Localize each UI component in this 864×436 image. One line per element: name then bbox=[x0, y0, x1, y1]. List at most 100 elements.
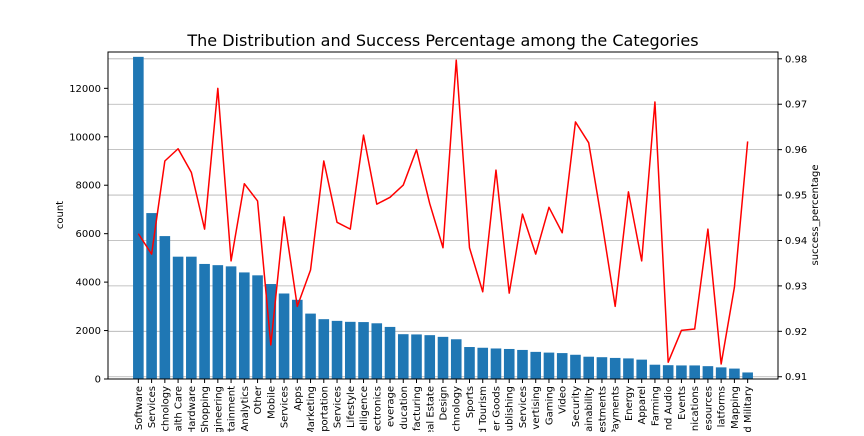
bar bbox=[702, 366, 714, 379]
success-line bbox=[137, 59, 749, 365]
x-tick-label: facturing bbox=[412, 386, 423, 431]
x-tick-label: nications bbox=[690, 386, 701, 431]
x-tick-label: chnology bbox=[160, 386, 171, 432]
x-tick-label: d Tourism bbox=[478, 386, 489, 432]
bar bbox=[305, 313, 316, 379]
y-tick-label-left: 12000 bbox=[69, 84, 101, 95]
bar bbox=[291, 299, 303, 379]
x-tick-label: Services bbox=[280, 386, 291, 428]
bar bbox=[715, 367, 727, 379]
x-tick-label: ectronics bbox=[372, 386, 383, 431]
bar bbox=[278, 293, 290, 379]
bar bbox=[159, 236, 171, 379]
x-tick-label: d Military bbox=[743, 386, 754, 432]
y-tick-label-left: 0 bbox=[95, 375, 101, 386]
x-tick-label: Software bbox=[134, 386, 145, 430]
right-axis: 0.91 0.92 0.93 0.94 0.95 0.96 0.97 0.98 bbox=[778, 54, 807, 383]
bar bbox=[371, 323, 383, 379]
x-tick-label: Services bbox=[333, 386, 344, 428]
bar bbox=[252, 275, 263, 379]
x-tick-label: Gaming bbox=[544, 386, 555, 425]
bar bbox=[689, 365, 700, 379]
y-tick-label-right: 0.93 bbox=[785, 281, 807, 292]
y-tick-label-right: 0.91 bbox=[785, 372, 807, 383]
x-tick-label: rtainment bbox=[227, 386, 238, 432]
bar bbox=[186, 256, 197, 379]
x-tick-label: Lifestyle bbox=[346, 386, 357, 428]
bar bbox=[358, 322, 369, 379]
y-axis-label-left: count bbox=[55, 201, 66, 229]
x-tick-label: ngineering bbox=[213, 386, 224, 432]
y-tick-label-left: 2000 bbox=[76, 326, 101, 337]
x-tick-label: Analytics bbox=[240, 386, 251, 431]
bar bbox=[662, 365, 674, 379]
x-tick-label: er Goods bbox=[491, 386, 502, 431]
bar bbox=[318, 319, 330, 379]
bar bbox=[649, 364, 661, 379]
x-tick-label: Marketing bbox=[306, 386, 317, 432]
bar bbox=[570, 354, 581, 379]
x-tick-label: Mapping bbox=[730, 386, 741, 429]
x-tick-label: Services bbox=[518, 386, 529, 428]
y-tick-label-right: 0.94 bbox=[785, 236, 807, 247]
x-tick-label: ainability bbox=[584, 386, 595, 432]
bar bbox=[490, 348, 502, 379]
bar bbox=[199, 263, 210, 379]
x-tick-label: vertising bbox=[531, 386, 542, 430]
x-tick-label: everage bbox=[386, 386, 397, 427]
x-tick-label: Apparel bbox=[637, 386, 648, 425]
bar bbox=[623, 358, 634, 379]
bar bbox=[397, 334, 409, 379]
bar bbox=[609, 357, 621, 379]
bar bbox=[742, 372, 753, 379]
bar bbox=[265, 284, 277, 379]
left-axis: 0 2000 4000 6000 8000 10000 12000 bbox=[69, 84, 108, 386]
bar bbox=[596, 357, 608, 379]
bar bbox=[450, 339, 462, 379]
bar bbox=[676, 365, 687, 379]
x-tick-label: ducation bbox=[399, 386, 410, 429]
x-tick-label: Events bbox=[677, 386, 688, 420]
x-tick-label: esources bbox=[703, 386, 714, 431]
bar bbox=[212, 265, 224, 379]
x-tick-label: estments bbox=[597, 386, 608, 432]
bar bbox=[437, 336, 449, 379]
x-tick-label: Mobile bbox=[266, 386, 277, 419]
bar bbox=[146, 213, 157, 379]
bar bbox=[556, 353, 568, 379]
chart-title: The Distribution and Success Percentage … bbox=[186, 31, 698, 50]
bar bbox=[583, 356, 595, 379]
line-layer bbox=[137, 59, 749, 365]
bar bbox=[172, 256, 184, 379]
x-tick-label: Other bbox=[253, 385, 264, 414]
bar bbox=[636, 359, 647, 379]
bar bbox=[503, 348, 515, 379]
x-tick-label: ublishing bbox=[505, 386, 516, 431]
y-tick-label-left: 6000 bbox=[76, 229, 101, 240]
x-tick-label: Security bbox=[571, 386, 582, 427]
bar bbox=[344, 321, 356, 379]
bar bbox=[384, 326, 396, 379]
x-tick-label: elligence bbox=[359, 386, 370, 431]
x-tick-label: Farming bbox=[650, 386, 661, 426]
bar bbox=[424, 335, 436, 379]
y-tick-label-right: 0.92 bbox=[785, 327, 807, 338]
bar bbox=[331, 320, 343, 379]
x-tick-label: Payments bbox=[611, 386, 622, 432]
bar bbox=[464, 347, 475, 379]
x-tick-label: latforms bbox=[717, 386, 728, 427]
x-tick-label: chnology bbox=[452, 386, 463, 432]
x-tick-label: Apps bbox=[293, 386, 304, 411]
x-tick-label: Design bbox=[439, 386, 450, 421]
y-tick-label-right: 0.96 bbox=[785, 145, 807, 156]
bar bbox=[225, 266, 237, 379]
x-tick-label: eal Estate bbox=[425, 386, 436, 432]
x-tick-label: alth Care bbox=[174, 386, 185, 432]
x-tick-label: Services bbox=[147, 386, 158, 428]
x-tick-label: Shopping bbox=[200, 386, 211, 432]
x-tick-label: nd Audio bbox=[664, 386, 675, 430]
bar bbox=[517, 349, 528, 379]
bar bbox=[411, 334, 422, 379]
y-tick-label-left: 10000 bbox=[69, 132, 101, 143]
